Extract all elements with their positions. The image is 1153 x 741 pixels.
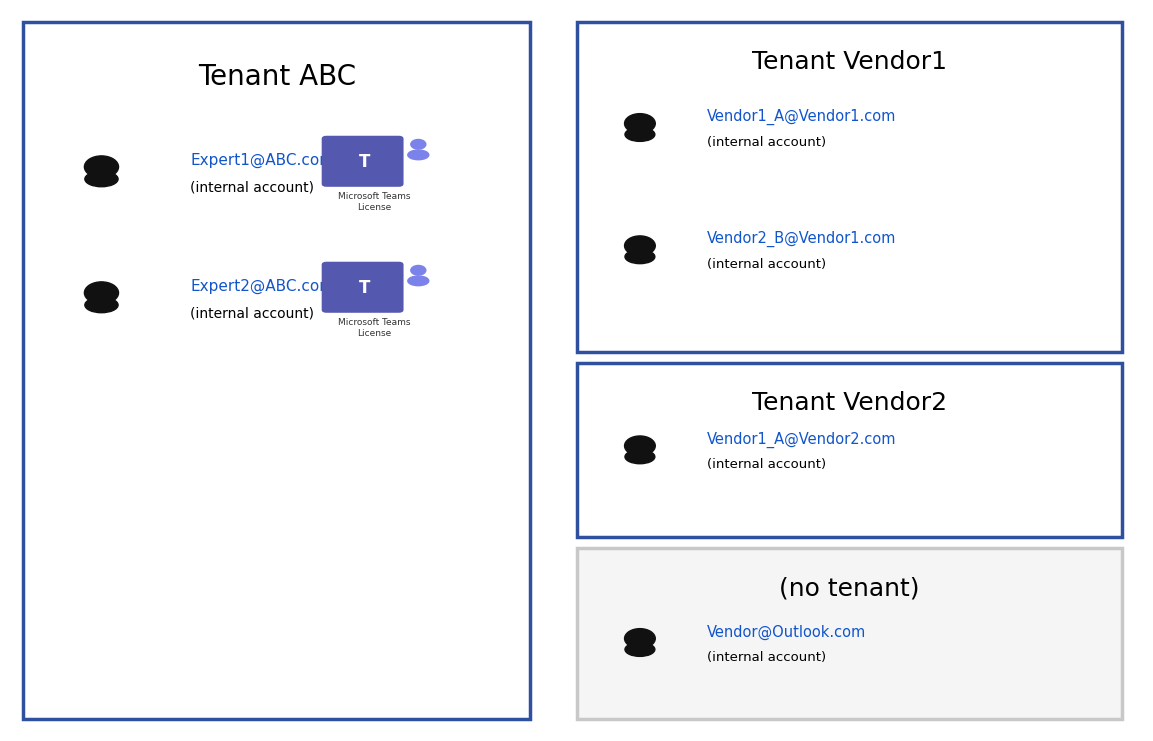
Text: Tenant Vendor1: Tenant Vendor1 (752, 50, 947, 74)
Text: (internal account): (internal account) (707, 651, 826, 664)
Text: Expert1@ABC.com: Expert1@ABC.com (190, 153, 334, 167)
Text: Microsoft Teams
License: Microsoft Teams License (339, 192, 410, 213)
FancyBboxPatch shape (322, 136, 404, 187)
Circle shape (84, 156, 119, 178)
Circle shape (625, 628, 655, 648)
Text: Vendor1_A@Vendor1.com: Vendor1_A@Vendor1.com (707, 109, 896, 125)
Text: (no tenant): (no tenant) (779, 576, 919, 600)
Text: (internal account): (internal account) (190, 307, 315, 320)
FancyBboxPatch shape (576, 22, 1122, 352)
Ellipse shape (408, 276, 429, 286)
Text: Vendor2_B@Vendor1.com: Vendor2_B@Vendor1.com (707, 231, 896, 247)
Text: T: T (359, 279, 370, 297)
FancyBboxPatch shape (576, 363, 1122, 537)
Circle shape (625, 113, 655, 133)
Text: (internal account): (internal account) (707, 258, 826, 271)
Circle shape (625, 436, 655, 456)
FancyBboxPatch shape (23, 22, 530, 719)
Ellipse shape (625, 127, 655, 142)
Circle shape (625, 236, 655, 256)
Ellipse shape (625, 642, 655, 657)
Text: Expert2@ABC.com: Expert2@ABC.com (190, 279, 334, 293)
Ellipse shape (85, 171, 118, 187)
Circle shape (410, 265, 425, 275)
Text: Tenant Vendor2: Tenant Vendor2 (752, 391, 947, 415)
Text: T: T (359, 153, 370, 171)
Text: Vendor@Outlook.com: Vendor@Outlook.com (707, 625, 866, 639)
FancyBboxPatch shape (576, 548, 1122, 719)
Ellipse shape (625, 250, 655, 264)
Text: Microsoft Teams
License: Microsoft Teams License (339, 318, 410, 339)
Text: Vendor1_A@Vendor2.com: Vendor1_A@Vendor2.com (707, 431, 896, 448)
Circle shape (84, 282, 119, 304)
Ellipse shape (625, 450, 655, 464)
Circle shape (410, 139, 425, 149)
Text: Tenant ABC: Tenant ABC (197, 63, 356, 91)
Text: (internal account): (internal account) (707, 136, 826, 149)
Text: (internal account): (internal account) (190, 181, 315, 194)
Ellipse shape (408, 150, 429, 160)
Ellipse shape (85, 297, 118, 313)
FancyBboxPatch shape (322, 262, 404, 313)
Text: (internal account): (internal account) (707, 458, 826, 471)
